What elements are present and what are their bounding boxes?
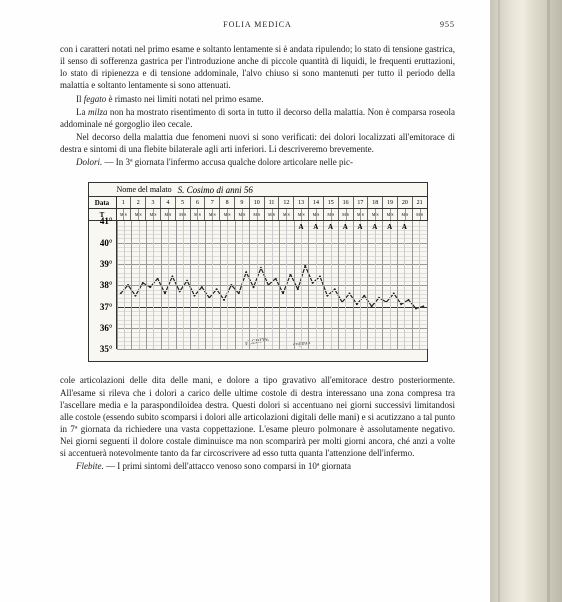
t-sub-cell: M S (309, 209, 324, 220)
patient-name: S. Cosimo di anni 56 (178, 185, 253, 195)
day-cell: 7 (205, 197, 220, 208)
chart-t-row: T M SM SM SM SM SM SM SM SM SM SM SM SM … (89, 209, 427, 221)
patient-label: Nome del malato (117, 185, 172, 194)
t-sub-cell: M S (220, 209, 235, 220)
paragraph: La milza non ha mostrato risentimento di… (60, 106, 455, 130)
day-cell: 5 (176, 197, 191, 208)
a-marker: A (402, 223, 407, 231)
t-sub-cell: M S (131, 209, 146, 220)
y-axis-label: 38° (100, 280, 113, 290)
t-sub-cell: M S (205, 209, 220, 220)
day-cell: 18 (368, 197, 383, 208)
t-sub-cell: M S (339, 209, 354, 220)
t-sub-cell: M S (398, 209, 413, 220)
t-sub-cell: M S (235, 209, 250, 220)
day-cell: 10 (250, 197, 265, 208)
a-marker: A (387, 223, 392, 231)
a-marker: A (313, 223, 318, 231)
paragraph: cole articolazioni delle dita delle mani… (60, 374, 455, 459)
day-cell: 8 (220, 197, 235, 208)
day-cell: 1 (117, 197, 132, 208)
paragraph: Il fegato è rimasto nei limiti notati ne… (60, 93, 455, 105)
body-text-upper: con i caratteri notati nel primo esame e… (60, 43, 455, 168)
day-cell: 12 (279, 197, 294, 208)
t-sub-cell: M S (191, 209, 206, 220)
y-axis-label: 41° (100, 216, 113, 226)
day-cell: 13 (294, 197, 309, 208)
date-label: Data (89, 197, 117, 208)
day-cell: 17 (354, 197, 369, 208)
page-header: FOLIA MEDICA 955 (60, 20, 455, 29)
day-cell: 2 (131, 197, 146, 208)
t-sub-cell: M S (279, 209, 294, 220)
page-number: 955 (440, 20, 455, 29)
y-axis-label: 40° (100, 238, 113, 248)
a-marker: A (372, 223, 377, 231)
day-cell: 15 (324, 197, 339, 208)
y-axis-label: 35° (100, 344, 113, 354)
t-sub-cell: M S (176, 209, 191, 220)
day-cell: 6 (191, 197, 206, 208)
day-cell: 20 (398, 197, 413, 208)
t-sub-cells: M SM SM SM SM SM SM SM SM SM SM SM SM SM… (117, 209, 427, 220)
y-axis-label: 36° (100, 323, 113, 333)
day-cell: 4 (161, 197, 176, 208)
t-sub-cell: M S (354, 209, 369, 220)
plot-area: 41°40°39°38°37°36°35° FLEBITE copetta AA… (89, 221, 427, 349)
day-cell: 9 (235, 197, 250, 208)
a-marker: A (298, 223, 303, 231)
day-cell: 3 (146, 197, 161, 208)
t-sub-cell: M S (383, 209, 398, 220)
paragraph: con i caratteri notati nel primo esame e… (60, 43, 455, 92)
t-sub-cell: M S (413, 209, 427, 220)
t-sub-cell: M S (368, 209, 383, 220)
document-page: FOLIA MEDICA 955 con i caratteri notati … (0, 0, 490, 602)
t-sub-cell: M S (324, 209, 339, 220)
day-cell: 11 (265, 197, 280, 208)
body-text-lower: cole articolazioni delle dita delle mani… (60, 374, 455, 472)
a-marker: A (328, 223, 333, 231)
t-sub-cell: M S (146, 209, 161, 220)
day-cell: 21 (413, 197, 427, 208)
t-sub-cell: M S (161, 209, 176, 220)
t-sub-cell: M S (294, 209, 309, 220)
y-axis-label: 37° (100, 302, 113, 312)
chart-grid: FLEBITE copetta AAAAAAAA (117, 221, 427, 349)
paragraph: Flebite. — I primi sintomi dell'attacco … (60, 460, 455, 472)
paragraph: Nel decorso della malattia due fenomeni … (60, 131, 455, 155)
paragraph: Dolori. — In 3ª giornata l'infermo accus… (60, 156, 455, 168)
a-marker: A (358, 223, 363, 231)
day-cell: 14 (309, 197, 324, 208)
running-title: FOLIA MEDICA (223, 20, 292, 29)
temperature-chart: Nome del malato S. Cosimo di anni 56 Dat… (88, 182, 428, 362)
y-axis-label: 39° (100, 259, 113, 269)
chart-date-row: Data 123456789101112131415161718192021 (89, 197, 427, 209)
day-cell: 19 (383, 197, 398, 208)
date-cells: 123456789101112131415161718192021 (117, 197, 427, 208)
chart-title-row: Nome del malato S. Cosimo di anni 56 (89, 183, 427, 197)
book-spine (490, 0, 562, 602)
day-cell: 16 (339, 197, 354, 208)
t-sub-cell: M S (117, 209, 132, 220)
y-axis-labels: 41°40°39°38°37°36°35° (89, 221, 117, 349)
a-marker: A (343, 223, 348, 231)
t-sub-cell: M S (265, 209, 280, 220)
t-sub-cell: M S (250, 209, 265, 220)
